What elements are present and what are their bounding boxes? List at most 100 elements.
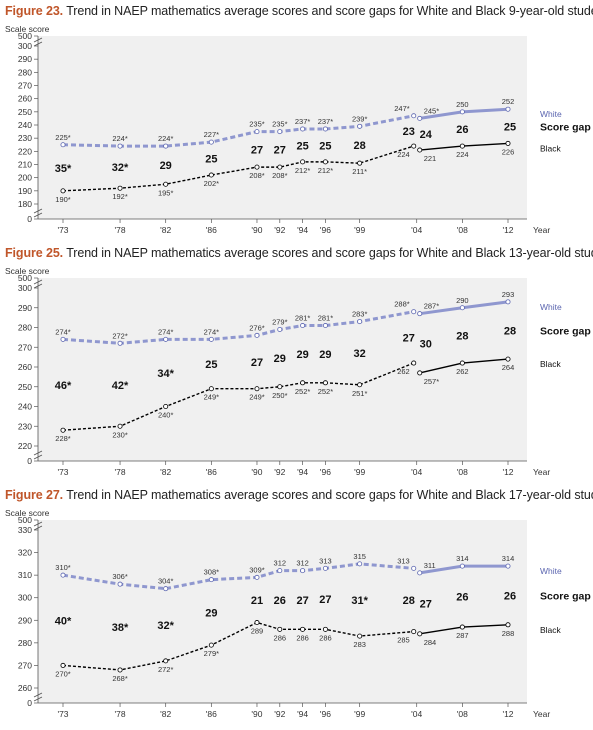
y-tick-label: 260: [18, 362, 32, 372]
white-series-dashed-line: [62, 114, 415, 148]
x-tick-label: '99: [354, 467, 365, 477]
x-tick-label: '82: [160, 709, 171, 719]
black-data-point: [117, 423, 123, 429]
white-data-point: [117, 340, 123, 346]
y-tick-label: 280: [18, 638, 32, 648]
y-tick-label: 270: [18, 660, 32, 670]
y-tick-label: 270: [18, 81, 32, 91]
black-data-point: [417, 370, 423, 376]
white-data-point: [300, 568, 306, 574]
x-tick-label: '12: [502, 225, 513, 235]
black-data-point: [505, 622, 511, 628]
white-data-point: [117, 143, 123, 149]
white-data-point: [417, 311, 423, 317]
score-gap-label: 25: [205, 154, 217, 166]
white-data-label: 308*: [204, 568, 220, 577]
x-tick-label: '94: [297, 709, 308, 719]
white-data-point: [208, 139, 214, 145]
y-tick-label: 300: [18, 41, 32, 51]
white-data-label: 290: [456, 296, 469, 305]
x-axis-label: Year: [533, 225, 550, 235]
white-data-point: [277, 568, 283, 574]
black-data-point: [277, 626, 283, 632]
x-tick-label: '94: [297, 467, 308, 477]
axis-break-mark: [33, 37, 43, 43]
white-data-label: 250: [456, 100, 469, 109]
white-data-label: 283*: [352, 310, 368, 319]
black-data-label: 211*: [352, 167, 367, 176]
score-gap-label: 42*: [112, 380, 129, 392]
white-series-dashed-line: [62, 562, 414, 591]
y-tick-label: 290: [18, 54, 32, 64]
legend-score-gap: Score gap: [540, 590, 591, 602]
score-gap-label: 32: [354, 348, 366, 360]
white-data-label: 274*: [55, 327, 71, 336]
y-tick-label: 230: [18, 133, 32, 143]
chart-title: Figure 25. Trend in NAEP mathematics ave…: [5, 246, 593, 260]
white-data-label: 287*: [424, 302, 440, 311]
axis-break-mark: [33, 692, 43, 698]
score-gap-label: 31*: [351, 595, 368, 607]
white-data-label: 312: [274, 559, 287, 568]
y-tick-label: 280: [18, 323, 32, 333]
x-tick-label: '12: [502, 709, 513, 719]
black-data-point: [505, 140, 511, 146]
black-data-point: [163, 181, 169, 187]
score-gap-label: 35*: [55, 163, 72, 175]
black-data-point: [277, 164, 283, 170]
white-data-label: 281*: [318, 314, 334, 323]
black-data-label: 224: [456, 150, 469, 159]
score-gap-label: 26: [456, 124, 468, 136]
black-data-label: 285: [397, 636, 410, 645]
black-data-label: 226: [502, 147, 515, 156]
x-tick-label: '92: [274, 709, 285, 719]
axis-break-mark: [33, 283, 43, 289]
score-gap-label: 27: [274, 144, 286, 156]
score-gap-label: 29: [160, 160, 172, 172]
black-data-label: 279*: [204, 649, 220, 658]
black-data-label: 272*: [158, 665, 174, 674]
black-data-point: [117, 185, 123, 191]
white-data-point: [208, 577, 214, 583]
white-data-point: [277, 326, 283, 332]
legend-white: White: [540, 109, 562, 119]
black-data-label: 262: [397, 367, 410, 376]
white-data-label: 224*: [158, 134, 174, 143]
white-data-label: 235*: [272, 120, 288, 129]
y-tick-label: 0: [27, 214, 32, 224]
y-tick-label: 260: [18, 683, 32, 693]
y-tick-label: 300: [18, 283, 32, 293]
x-tick-label: '08: [457, 225, 468, 235]
score-gap-label: 25: [205, 359, 217, 371]
black-data-label: 270*: [55, 669, 71, 678]
x-axis-label: Year: [533, 467, 550, 477]
black-data-label: 208*: [249, 171, 265, 180]
white-data-label: 288*: [394, 300, 410, 309]
black-data-point: [163, 403, 169, 409]
score-gap-label: 27: [296, 595, 308, 607]
black-data-label: 257*: [424, 377, 440, 386]
white-data-point: [254, 332, 260, 338]
white-data-point: [459, 563, 465, 569]
white-data-point: [60, 572, 66, 578]
score-gap-label: 28: [456, 330, 468, 342]
white-data-label: 313: [397, 556, 410, 565]
white-data-point: [254, 574, 260, 580]
white-data-label: 311: [424, 561, 436, 570]
score-gap-label: 28: [354, 140, 366, 152]
white-data-label: 306*: [112, 572, 128, 581]
white-data-point: [117, 581, 123, 587]
score-gap-label: 26: [456, 592, 468, 604]
axis-break-mark: [33, 525, 43, 531]
y-tick-label: 320: [18, 548, 32, 558]
black-data-point: [417, 147, 423, 153]
black-data-point: [322, 380, 328, 386]
white-data-label: 312: [296, 559, 309, 568]
black-data-point: [277, 384, 283, 390]
y-tick-label: 200: [18, 173, 32, 183]
white-data-label: 276*: [249, 323, 265, 332]
black-data-point: [411, 360, 417, 366]
score-gap-label: 29: [274, 353, 286, 365]
black-data-label: 228*: [55, 434, 71, 443]
